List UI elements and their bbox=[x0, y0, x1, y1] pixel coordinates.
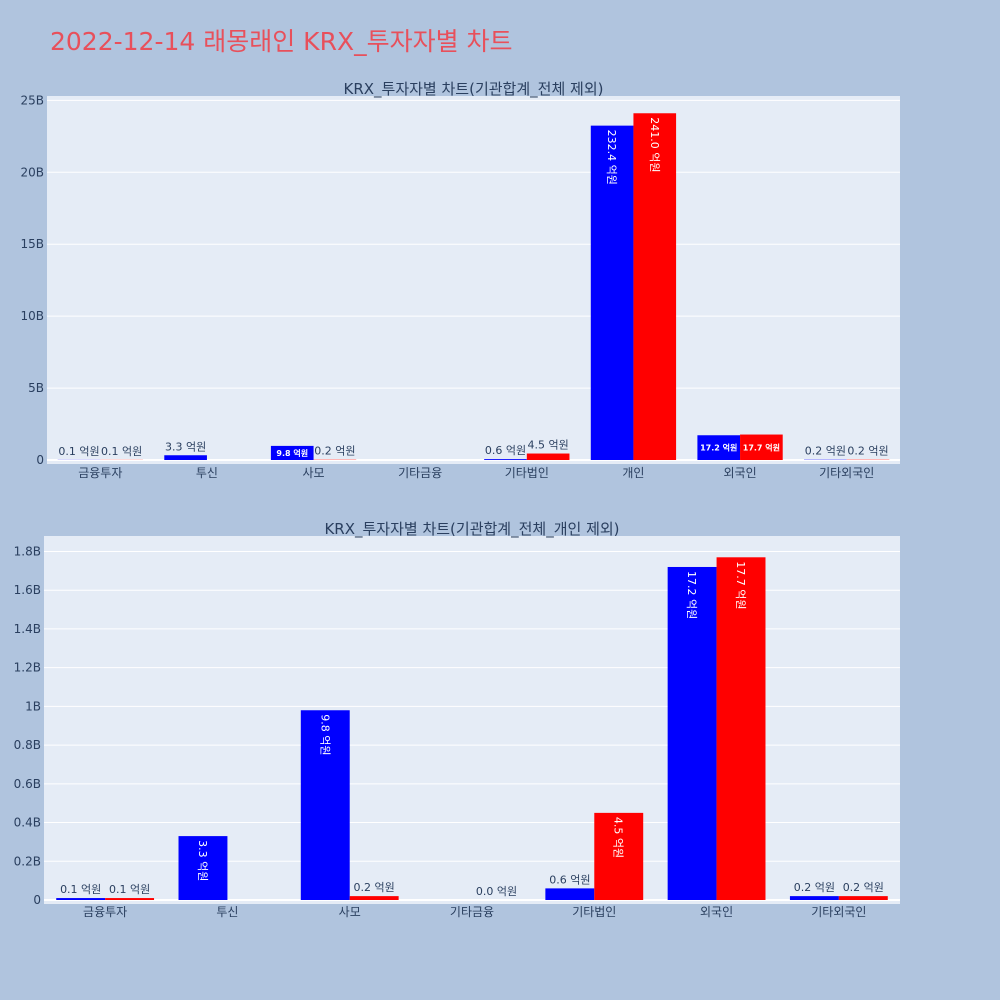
data-label: 17.7 억원 bbox=[743, 442, 780, 452]
x-tick-label: 개인 bbox=[622, 466, 644, 480]
data-label: 17.2 억원 bbox=[700, 443, 737, 453]
y-tick-label: 20B bbox=[20, 165, 44, 179]
y-tick-label: 0.8B bbox=[14, 738, 41, 752]
data-label: 3.3 억원 bbox=[165, 440, 206, 453]
bar bbox=[105, 898, 155, 900]
data-label: 4.5 억원 bbox=[528, 439, 569, 452]
y-tick-label: 0 bbox=[33, 893, 41, 907]
data-label: 0.1 억원 bbox=[101, 445, 142, 458]
bar bbox=[590, 125, 634, 461]
page-title: 2022-12-14 래몽래인 KRX_투자자별 차트 bbox=[50, 27, 513, 56]
data-label: 0.2 억원 bbox=[794, 881, 835, 894]
y-tick-label: 0.6B bbox=[14, 777, 41, 791]
bar bbox=[300, 710, 350, 900]
x-tick-label: 기타금융 bbox=[398, 466, 442, 480]
data-label: 0.6 억원 bbox=[485, 444, 526, 457]
data-label: 0.1 억원 bbox=[109, 883, 150, 896]
data-label: 0.1 억원 bbox=[58, 445, 99, 458]
plot-area bbox=[44, 536, 900, 904]
x-tick-label: 금융투자 bbox=[83, 905, 127, 919]
y-tick-label: 0.2B bbox=[14, 854, 41, 868]
data-label: 9.8 억원 bbox=[318, 714, 331, 755]
bar bbox=[838, 896, 888, 900]
bar bbox=[56, 898, 106, 900]
y-tick-label: 0 bbox=[36, 453, 44, 467]
chart-top: KRX_투자자별 차트(기관합계_전체 제외) 0 5B 10B 15B 20B 25B 금융… bbox=[20, 80, 900, 480]
y-tick-label: 5B bbox=[28, 381, 44, 395]
bar bbox=[164, 455, 207, 460]
bar bbox=[789, 896, 839, 900]
data-label: 0.0 억원 bbox=[476, 885, 517, 898]
data-label: 0.2 억원 bbox=[314, 445, 355, 458]
bar bbox=[667, 566, 717, 900]
x-tick-label: 기타금융 bbox=[450, 905, 494, 919]
chart-title: KRX_투자자별 차트(기관합계_전체 제외) bbox=[344, 80, 604, 99]
y-tick-label: 0.4B bbox=[14, 816, 41, 830]
bar bbox=[716, 557, 766, 900]
x-tick-label: 외국인 bbox=[724, 466, 757, 480]
y-tick-label: 1B bbox=[25, 699, 41, 713]
bar bbox=[178, 836, 228, 900]
data-label: 0.2 억원 bbox=[805, 445, 846, 458]
y-tick-label: 10B bbox=[20, 309, 44, 323]
y-tick-label: 15B bbox=[20, 237, 44, 251]
data-label: 0.2 억원 bbox=[354, 881, 395, 894]
y-tick-label: 25B bbox=[20, 93, 44, 107]
bar bbox=[594, 812, 644, 900]
y-tick-label: 1.2B bbox=[14, 661, 41, 675]
x-tick-label: 외국인 bbox=[700, 905, 733, 919]
bar bbox=[740, 434, 783, 460]
data-label: 3.3 억원 bbox=[196, 840, 209, 881]
y-tick-label: 1.4B bbox=[14, 622, 41, 636]
bar bbox=[545, 888, 595, 900]
x-tick-label: 사모 bbox=[339, 905, 361, 919]
bar bbox=[526, 453, 570, 460]
bar bbox=[270, 445, 314, 460]
bar bbox=[697, 435, 741, 460]
x-tick-label: 투신 bbox=[216, 905, 238, 919]
bar bbox=[349, 896, 399, 900]
plot-area bbox=[47, 96, 900, 464]
x-tick-label: 기타법인 bbox=[572, 905, 616, 919]
bar bbox=[633, 113, 677, 460]
data-label: 0.2 억원 bbox=[847, 445, 888, 458]
data-label: 17.2 억원 bbox=[685, 571, 698, 619]
data-label: 9.8 억원 bbox=[276, 448, 308, 458]
data-label: 0.6 억원 bbox=[549, 873, 590, 886]
data-label: 4.5 억원 bbox=[612, 817, 625, 858]
x-tick-label: 사모 bbox=[303, 466, 325, 480]
chart-title: KRX_투자자별 차트(기관합계_전체_개인 제외) bbox=[324, 520, 619, 539]
data-label: 0.2 억원 bbox=[843, 881, 884, 894]
y-tick-label: 1.6B bbox=[14, 583, 41, 597]
data-label: 17.7 억원 bbox=[734, 561, 747, 609]
chart-bottom: KRX_투자자별 차트(기관합계_전체_개인 제외) 0 0.2B 0.4B 0.6B 0… bbox=[14, 520, 900, 919]
x-tick-label: 기타법인 bbox=[505, 466, 549, 480]
x-tick-label: 기타외국인 bbox=[819, 466, 874, 480]
x-tick-label: 투신 bbox=[196, 466, 218, 480]
bar bbox=[484, 459, 527, 460]
y-tick-label: 1.8B bbox=[14, 544, 41, 558]
data-label: 241.0 억원 bbox=[648, 117, 661, 172]
x-tick-label: 기타외국인 bbox=[811, 905, 866, 919]
data-label: 0.1 억원 bbox=[60, 883, 101, 896]
data-label: 232.4 억원 bbox=[605, 130, 618, 185]
x-tick-label: 금융투자 bbox=[78, 466, 122, 480]
